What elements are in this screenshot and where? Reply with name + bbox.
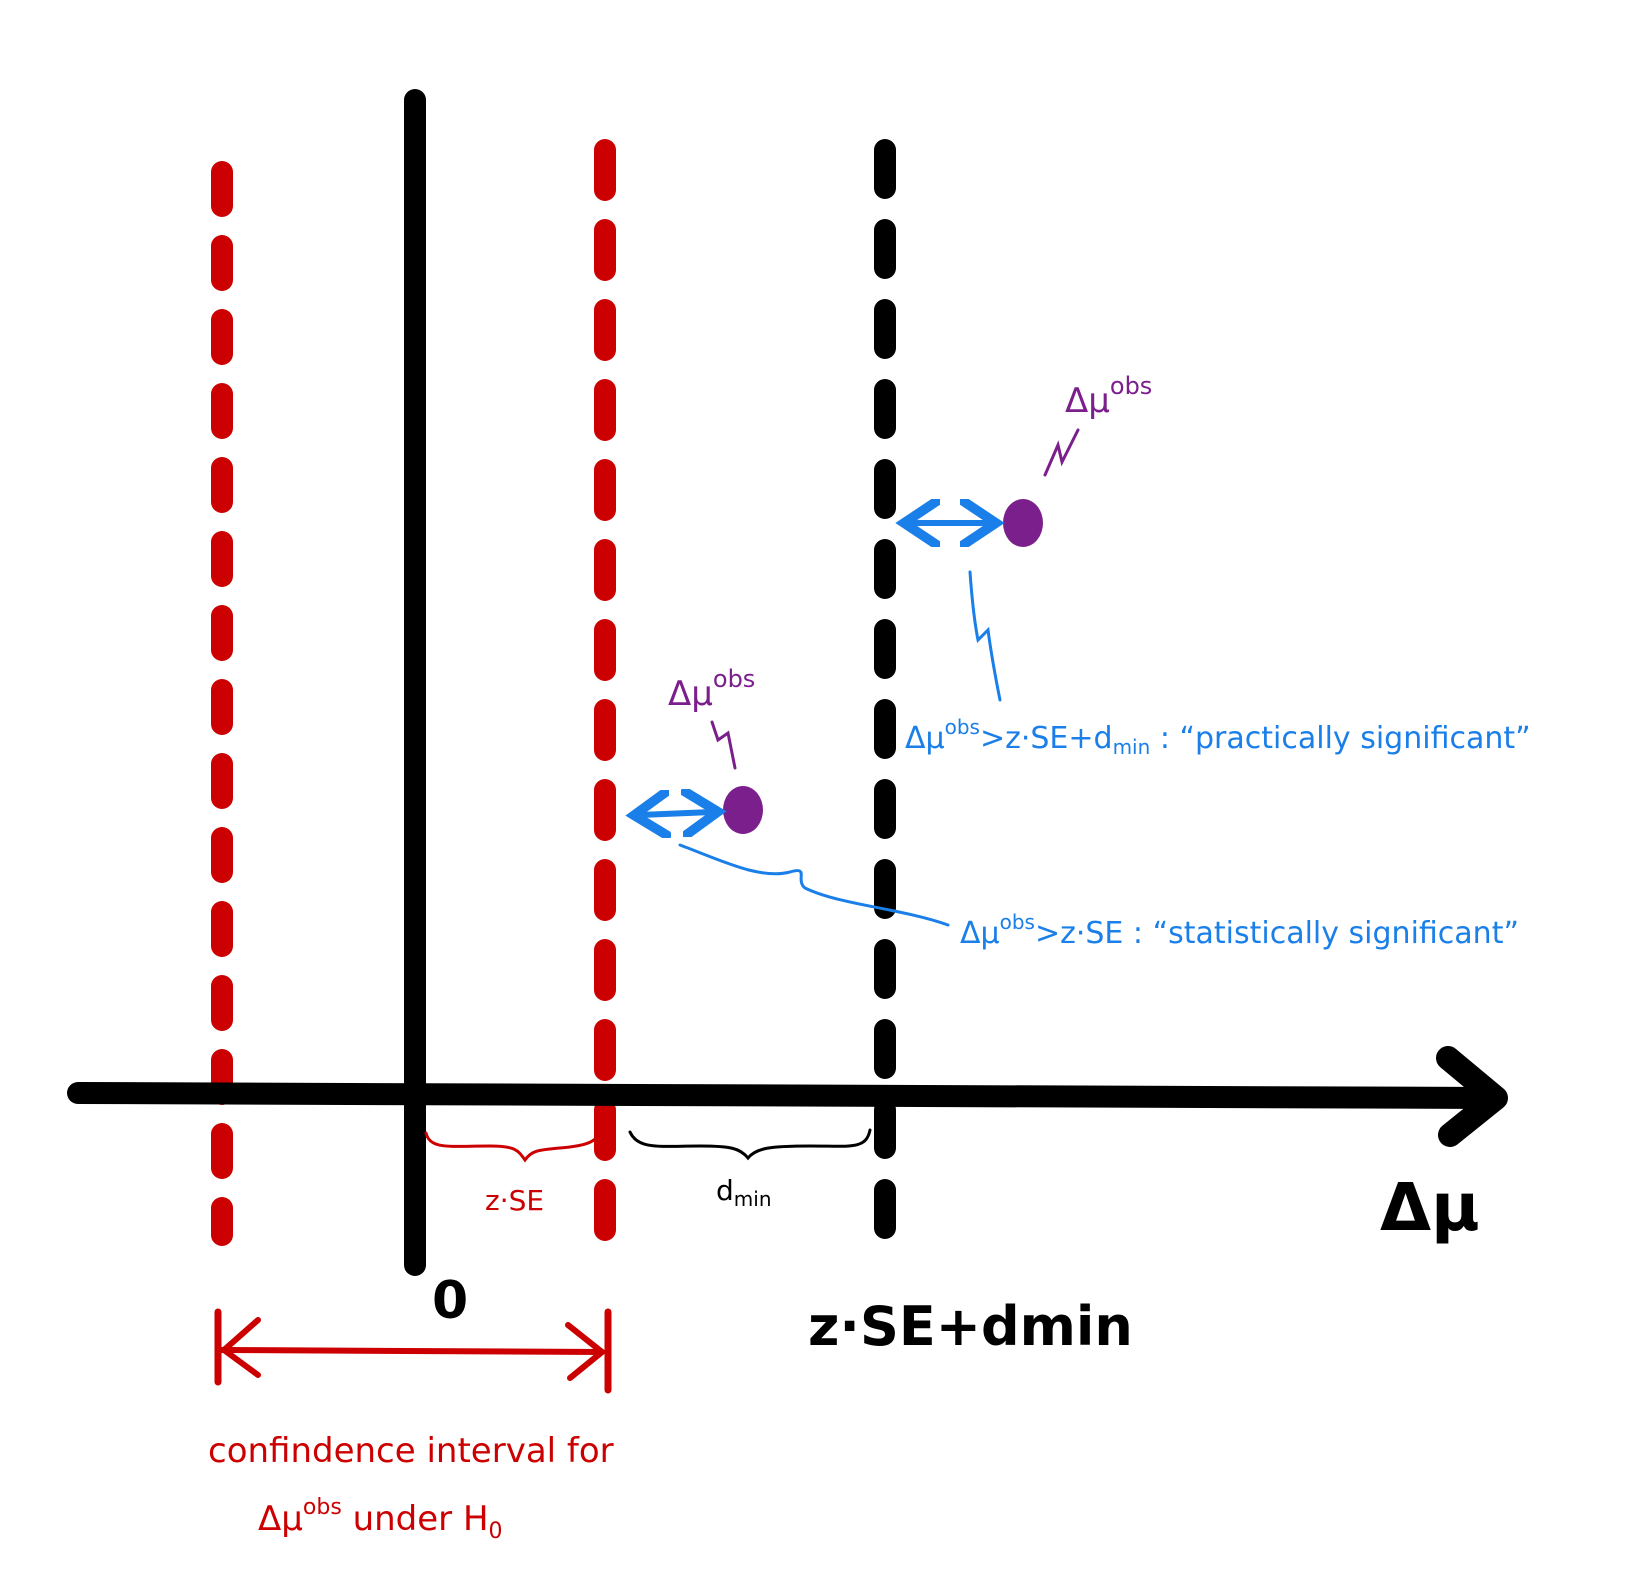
practical-callout-line — [968, 570, 1002, 702]
dmin-brace — [628, 1128, 872, 1161]
point-label-practical: Δμobs — [1065, 372, 1152, 421]
dmin-main: d — [716, 1174, 734, 1207]
zero-label: 0 — [432, 1271, 468, 1331]
ci-arrow-left-head — [221, 1317, 261, 1378]
ci-arrow-shaft — [219, 1347, 605, 1355]
ci-caption-sup: obs — [303, 1495, 342, 1520]
x-axis — [67, 1082, 1506, 1109]
ci-arrow-right-head — [565, 1322, 605, 1381]
statistical-annotation: Δμobs>z·SE : “statistically significant” — [960, 910, 1519, 951]
practical-annotation-sup: obs — [945, 715, 980, 739]
ci-caption-delta: Δμ — [258, 1499, 303, 1539]
ci-caption-line1: confindence interval for — [208, 1431, 614, 1471]
dmin-brace-label: dmin — [716, 1174, 772, 1211]
statistical-gap-arrow — [640, 812, 712, 815]
statistical-annotation-sup: obs — [1000, 910, 1035, 934]
zse-brace — [424, 1126, 602, 1163]
threshold-label: z·SE+dmin — [808, 1295, 1133, 1358]
zse-brace-label: z·SE — [485, 1184, 544, 1217]
statistical-annotation-rest: >z·SE : “statistically significant” — [1035, 916, 1519, 951]
observed-point-statistical — [723, 786, 763, 834]
ci-caption-under: under H — [342, 1499, 489, 1539]
point-label-practical-main: Δμ — [1065, 381, 1110, 421]
practical-annotation-rest: : “practically significant” — [1150, 721, 1530, 756]
point-label-squiggle-statistical — [710, 720, 737, 770]
practical-annotation: Δμobs>z·SE+dmin : “practically significa… — [905, 715, 1531, 759]
ci-caption-line2: Δμobs under H0 — [258, 1495, 503, 1544]
point-label-practical-sup: obs — [1110, 372, 1152, 400]
point-label-statistical-sup: obs — [713, 665, 755, 693]
ci-caption-sub: 0 — [489, 1519, 503, 1544]
axis-label: Δμ — [1380, 1169, 1480, 1246]
x-axis-arrowhead — [1436, 1046, 1508, 1147]
statistical-callout-line — [678, 843, 950, 927]
point-label-squiggle-practical — [1043, 428, 1080, 477]
practical-annotation-mid: >z·SE+d — [980, 721, 1113, 756]
practical-annotation-sub: min — [1113, 735, 1151, 759]
dmin-sub: min — [734, 1187, 772, 1211]
practical-annotation-prefix: Δμ — [905, 721, 945, 756]
statistical-annotation-prefix: Δμ — [960, 916, 1000, 951]
observed-point-practical — [1003, 499, 1043, 547]
point-label-statistical: Δμobs — [668, 665, 755, 714]
point-label-statistical-main: Δμ — [668, 674, 713, 714]
